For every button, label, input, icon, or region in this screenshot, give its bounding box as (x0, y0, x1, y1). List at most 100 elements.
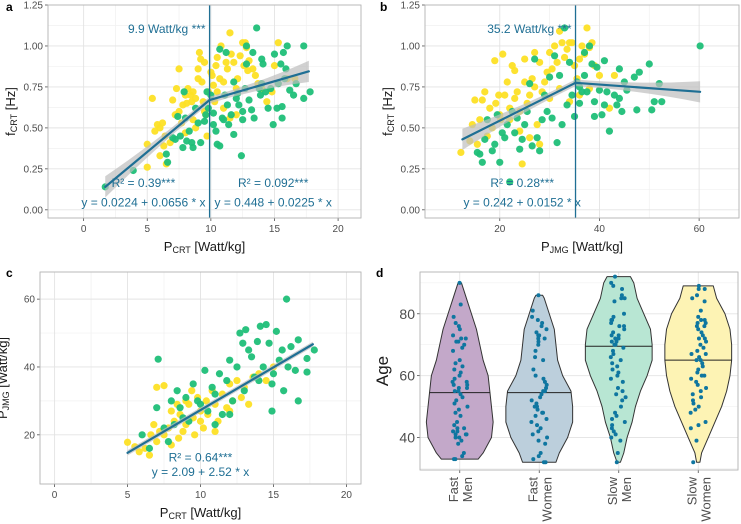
jitter-point (458, 413, 463, 418)
data-point-fast (476, 116, 484, 124)
regression-annotation: R² = 0.64*** (169, 450, 233, 464)
jitter-point (696, 283, 701, 288)
data-point-fast (191, 94, 200, 102)
jitter-point (533, 373, 538, 378)
data-point-slow (521, 121, 529, 129)
jitter-point (702, 336, 707, 341)
series-slow (473, 24, 704, 186)
data-point-fast (511, 66, 519, 75)
data-point-fast (172, 84, 181, 93)
jitter-point (690, 398, 695, 403)
data-point-fast (249, 65, 257, 73)
data-point-fast (568, 39, 576, 47)
y-tick-label: 20 (24, 430, 36, 441)
fit-line (126, 343, 314, 454)
data-point-slow (176, 132, 184, 140)
jitter-point (460, 345, 465, 350)
jitter-point (537, 333, 542, 338)
data-point-slow (239, 107, 247, 116)
regression-annotation: y = 0.448 + 0.0225 * x (214, 196, 331, 210)
jitter-point (701, 345, 706, 350)
data-point-fast (499, 50, 507, 58)
jitter-point (700, 361, 705, 366)
panel-label: c (6, 266, 13, 280)
jitter-point (698, 389, 703, 394)
fit-line (574, 81, 702, 93)
jitter-point (533, 348, 538, 353)
jitter-point (610, 317, 615, 322)
jitter-point (699, 373, 704, 378)
jitter-point (694, 438, 699, 443)
data-point-fast (169, 96, 177, 104)
jitter-point (696, 367, 701, 372)
jitter-point (696, 404, 701, 409)
jitter-point (454, 339, 459, 344)
data-point-slow (553, 139, 561, 147)
panel-label: b (380, 0, 387, 14)
data-point-fast (153, 438, 161, 446)
jitter-point (451, 314, 456, 319)
data-point-slow (138, 431, 146, 439)
data-point-fast (233, 376, 241, 385)
data-point-slow (196, 400, 205, 408)
data-point-slow (303, 368, 311, 376)
jitter-point (619, 293, 624, 298)
data-point-slow (164, 438, 172, 446)
jitter-point (611, 283, 616, 288)
jitter-point (695, 293, 700, 298)
data-point-slow (548, 114, 556, 122)
data-point-fast (263, 98, 271, 106)
data-point-slow (575, 99, 584, 107)
x-tick-label: Fast (446, 477, 461, 503)
jitter-point (622, 296, 627, 301)
jitter-point (691, 460, 696, 465)
jitter-point (688, 426, 693, 431)
jitter-point (539, 392, 544, 397)
data-point-slow (226, 410, 234, 419)
data-point-fast (595, 71, 604, 80)
jitter-point (452, 389, 457, 394)
violin-shape (505, 294, 574, 463)
data-point-slow (516, 145, 524, 153)
y-tick-label: 1.00 (401, 41, 421, 52)
data-point-slow (258, 55, 266, 63)
data-point-slow (235, 101, 243, 109)
jitter-point (690, 296, 695, 301)
jitter-point (703, 420, 708, 425)
x-tick-label: 10 (195, 490, 207, 501)
data-point-slow (249, 48, 257, 57)
x-axis-label: PJMG [Watt/kg] (541, 239, 623, 255)
jitter-point (544, 382, 549, 387)
jitter-point (536, 342, 541, 347)
jitter-point (609, 426, 614, 431)
y-axis-label: Age (373, 356, 392, 386)
jitter-point (455, 426, 460, 431)
jitter-point (620, 379, 625, 384)
regression-annotation: R² = 0.092*** (238, 176, 309, 190)
data-point-fast (481, 88, 489, 96)
jitter-point (695, 321, 700, 326)
data-point-slow (222, 48, 230, 57)
data-point-fast (457, 148, 465, 157)
data-point-slow (565, 58, 574, 66)
data-point-slow (247, 353, 256, 361)
data-point-slow (580, 71, 589, 80)
data-point-slow (650, 98, 658, 106)
y-axis-label: PJMG [Watt/kg] (0, 337, 11, 419)
data-point-slow (491, 140, 499, 148)
data-point-fast (230, 58, 238, 66)
data-point-slow (287, 343, 295, 351)
jitter-point (615, 450, 620, 455)
data-point-slow (212, 127, 220, 135)
data-point-slow (268, 407, 276, 415)
x-tick-label: Women (539, 477, 554, 522)
jitter-point (453, 457, 458, 462)
jitter-point (544, 386, 549, 391)
data-point-slow (202, 111, 210, 119)
panel-a: 0 5 10 15 20 0.00 0.25 0.50 0.75 1.00 1.25 9.9 Watt… (3, 0, 362, 255)
jitter-point (614, 339, 619, 344)
jitter-point (531, 457, 536, 462)
jitter-point (689, 351, 694, 356)
jitter-point (697, 355, 702, 360)
